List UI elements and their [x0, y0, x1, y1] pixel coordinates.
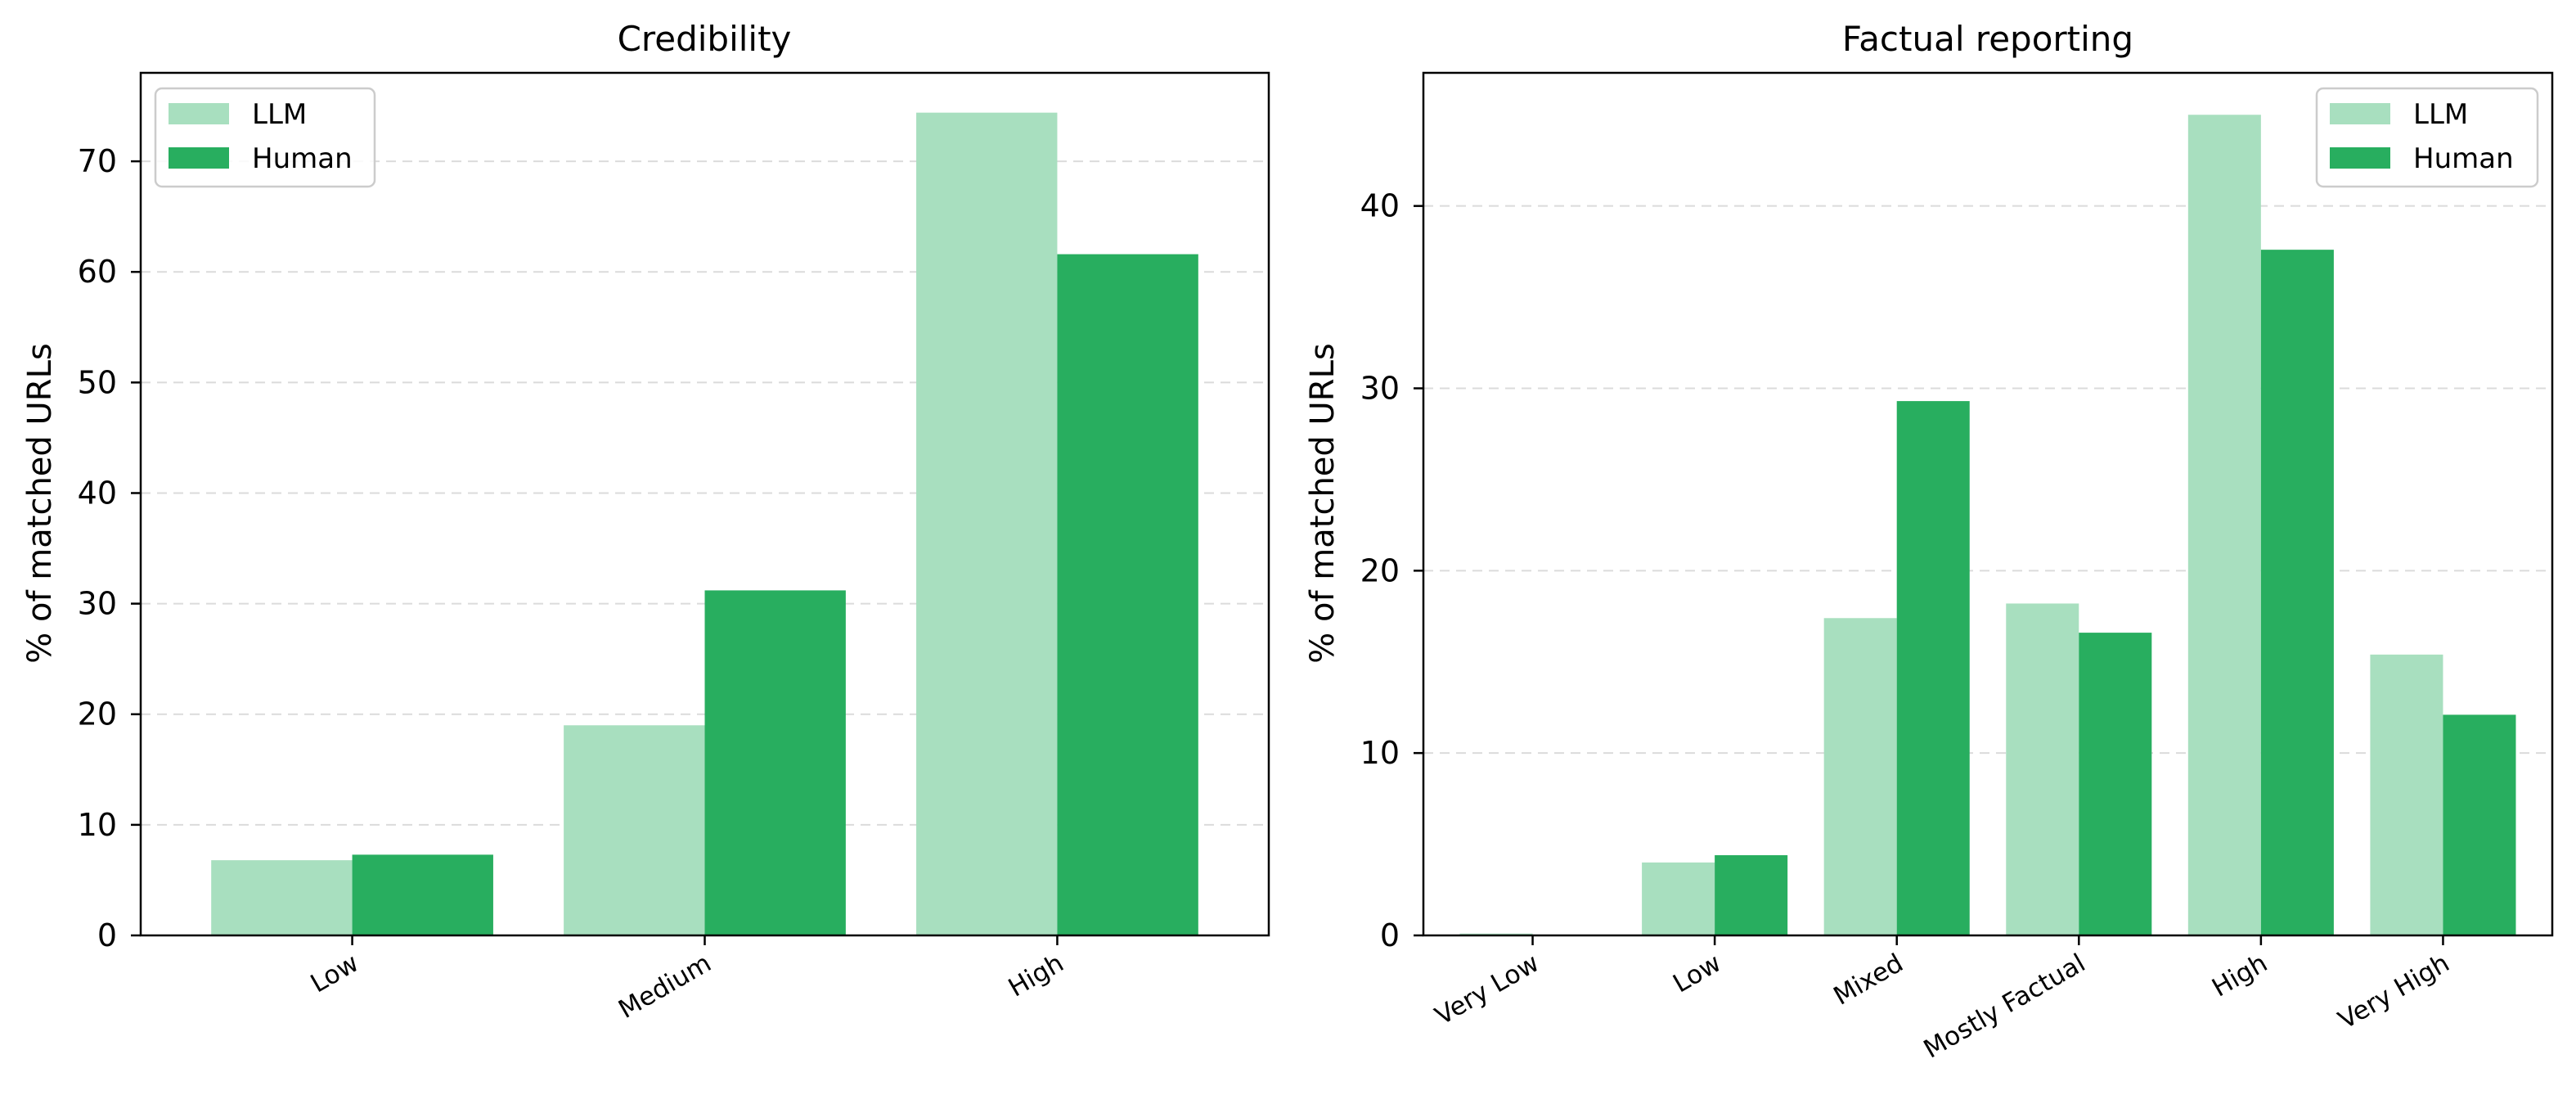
credibility-y-tick-label-10: 10: [78, 807, 117, 843]
factual-reporting-bar-human-very-high: [2443, 714, 2516, 935]
factual-reporting-y-tick-label-10: 10: [1360, 735, 1400, 771]
factual-reporting-title: Factual reporting: [1842, 19, 2133, 59]
credibility-bar-human-medium: [704, 590, 846, 935]
credibility-legend-swatch-human: [169, 147, 229, 169]
factual-reporting-bar-llm-mostly-factual: [2006, 603, 2079, 935]
credibility-y-tick-label-20: 20: [78, 696, 117, 732]
factual-reporting-bars: [1459, 115, 2516, 936]
factual-reporting-bar-llm-very-high: [2370, 654, 2443, 935]
factual-reporting-bar-human-low: [1715, 854, 1788, 935]
credibility-legend-label-human: Human: [252, 142, 353, 175]
credibility-y-tick-label-50: 50: [78, 364, 117, 400]
factual-reporting-plot-frame: [1422, 71, 2554, 937]
factual-reporting-y-tick-label-20: 20: [1360, 552, 1400, 588]
credibility-y-tick-label-40: 40: [78, 475, 117, 511]
factual-reporting-bar-human-mostly-factual: [2079, 633, 2152, 935]
credibility-plot-frame: [139, 71, 1270, 937]
credibility-y-tick-label-60: 60: [78, 254, 117, 290]
credibility-title: Credibility: [618, 19, 792, 59]
credibility-bars: [211, 112, 1198, 936]
factual-reporting-legend-swatch-llm: [2330, 103, 2390, 124]
factual-reporting-legend-swatch-human: [2330, 147, 2390, 169]
credibility-legend: LLM Human: [154, 87, 376, 188]
credibility-y-tick-label-30: 30: [78, 586, 117, 622]
factual-reporting-bar-llm-low: [1642, 862, 1715, 935]
credibility-y-tick-label-70: 70: [78, 143, 117, 179]
factual-reporting-bar-llm-high: [2187, 115, 2261, 935]
factual-reporting-y-axis-label: % of matched URLs: [1304, 343, 1342, 663]
factual-reporting-legend: LLM Human: [2315, 87, 2539, 188]
factual-reporting-bar-llm-mixed: [1823, 618, 1897, 935]
credibility-bar-llm-medium: [564, 725, 705, 935]
credibility-legend-label-llm: LLM: [252, 98, 307, 131]
factual-reporting-bar-human-mixed: [1896, 401, 1970, 935]
factual-reporting-gridlines: [1423, 205, 2552, 755]
factual-reporting-y-tick-label-30: 30: [1360, 371, 1400, 407]
credibility-bar-human-low: [352, 854, 493, 935]
credibility-bar-llm-low: [211, 860, 353, 935]
credibility-panel: Credibility % of matched URLs 0 10 20 30 40 5…: [21, 19, 1270, 1025]
credibility-bar-llm-high: [916, 112, 1058, 936]
factual-reporting-legend-label-llm: LLM: [2413, 98, 2468, 131]
factual-reporting-y-tick-label-0: 0: [1380, 917, 1400, 953]
credibility-y-tick-label-0: 0: [97, 917, 117, 953]
credibility-y-axis-label: % of matched URLs: [21, 343, 59, 663]
factual-reporting-y-tick-label-40: 40: [1360, 188, 1400, 224]
credibility-bar-human-high: [1057, 254, 1198, 936]
factual-reporting-legend-label-human: Human: [2413, 142, 2514, 175]
factual-reporting-bar-human-high: [2260, 250, 2334, 936]
credibility-legend-swatch-llm: [169, 103, 229, 124]
